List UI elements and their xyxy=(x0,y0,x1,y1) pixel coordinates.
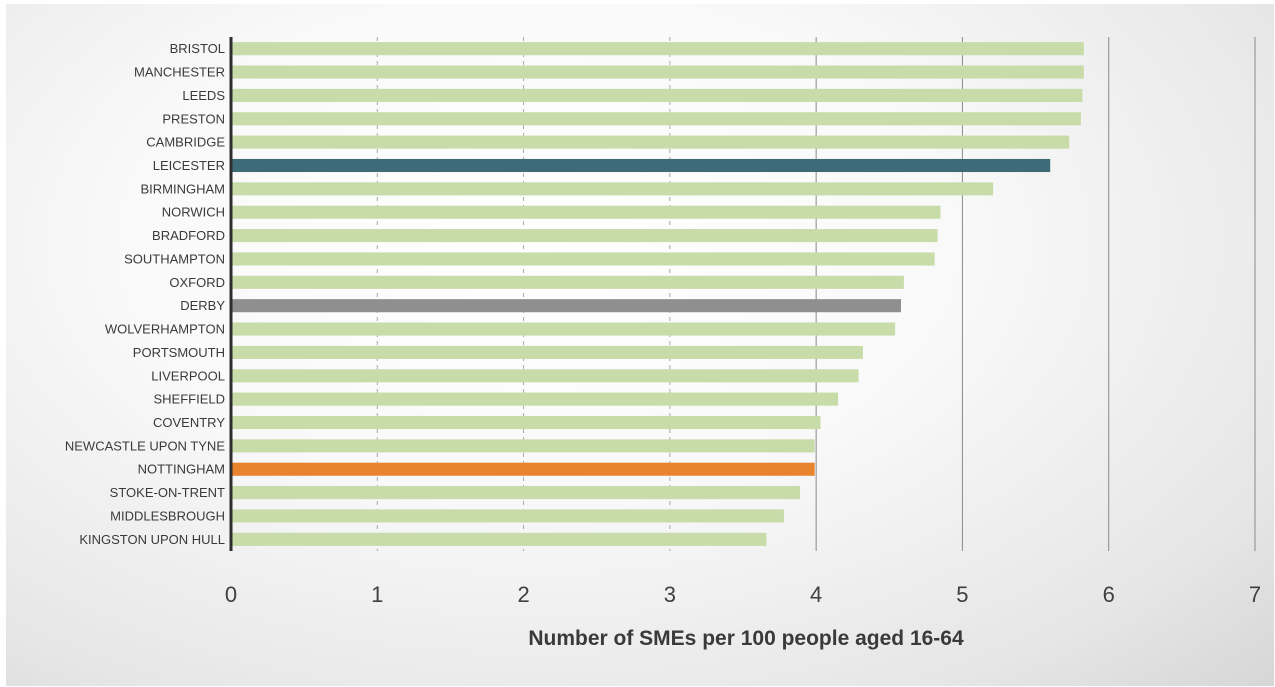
category-label-coventry: COVENTRY xyxy=(153,415,225,430)
x-tick-label-3: 3 xyxy=(664,582,676,607)
x-axis-title: Number of SMEs per 100 people aged 16-64 xyxy=(528,627,964,650)
x-tick-label-1: 1 xyxy=(371,582,383,607)
category-label-stoke-on-trent: STOKE-ON-TRENT xyxy=(110,485,225,500)
category-label-nottingham: NOTTINGHAM xyxy=(138,462,225,477)
bar-leeds[interactable] xyxy=(231,88,1083,102)
chart-frame: BRISTOL MANCHESTER LEEDS PRESTON CAMBRIDGE LE… xyxy=(6,4,1274,686)
bar-norwich[interactable] xyxy=(231,205,941,219)
category-label-leeds: LEEDS xyxy=(182,88,225,103)
bar-birmingham[interactable] xyxy=(231,182,994,196)
category-label-bradford: BRADFORD xyxy=(152,228,225,243)
category-label-preston: PRESTON xyxy=(162,111,225,126)
bar-nottingham[interactable] xyxy=(231,462,815,476)
category-label-liverpool: LIVERPOOL xyxy=(151,368,225,383)
category-label-wolverhampton: WOLVERHAMPTON xyxy=(105,322,225,337)
bar-middlesbrough[interactable] xyxy=(231,509,784,523)
bar-newcastle-upon-tyne[interactable] xyxy=(231,439,815,453)
category-label-oxford: OXFORD xyxy=(169,275,225,290)
bar-southampton[interactable] xyxy=(231,252,935,266)
bar-bradford[interactable] xyxy=(231,229,938,243)
category-label-sheffield: SHEFFIELD xyxy=(153,392,225,407)
bar-oxford[interactable] xyxy=(231,275,904,289)
category-label-leicester: LEICESTER xyxy=(153,158,225,173)
bar-portsmouth[interactable] xyxy=(231,345,863,359)
bar-manchester[interactable] xyxy=(231,65,1084,79)
x-tick-label-2: 2 xyxy=(517,582,529,607)
category-label-portsmouth: PORTSMOUTH xyxy=(133,345,225,360)
bar-stoke-on-trent[interactable] xyxy=(231,486,801,500)
category-label-norwich: NORWICH xyxy=(162,205,225,220)
category-label-manchester: MANCHESTER xyxy=(134,65,225,80)
bar-cambridge[interactable] xyxy=(231,135,1070,149)
category-label-cambridge: CAMBRIDGE xyxy=(146,135,225,150)
x-tick-label-4: 4 xyxy=(810,582,822,607)
bar-coventry[interactable] xyxy=(231,415,821,430)
bar-liverpool[interactable] xyxy=(231,369,859,383)
x-tick-label-6: 6 xyxy=(1103,582,1115,607)
category-label-southampton: SOUTHAMPTON xyxy=(124,251,225,266)
bar-derby[interactable] xyxy=(231,299,901,313)
bar-preston[interactable] xyxy=(231,112,1081,126)
bar-bristol[interactable] xyxy=(231,42,1084,56)
sme-bar-chart: BRISTOL MANCHESTER LEEDS PRESTON CAMBRIDGE LE… xyxy=(65,37,1261,650)
category-label-middlesbrough: MIDDLESBROUGH xyxy=(110,508,225,523)
category-label-birmingham: BIRMINGHAM xyxy=(141,181,226,196)
bar-sheffield[interactable] xyxy=(231,392,839,406)
bar-leicester[interactable] xyxy=(231,158,1051,173)
bar-wolverhampton[interactable] xyxy=(231,322,896,336)
category-label-newcastle-upon-tyne: NEWCASTLE UPON TYNE xyxy=(65,438,225,453)
category-label-derby: DERBY xyxy=(180,298,225,313)
category-label-bristol: BRISTOL xyxy=(170,41,225,56)
x-tick-label-7: 7 xyxy=(1249,582,1261,607)
category-label-kingston-upon-hull: KINGSTON UPON HULL xyxy=(79,532,225,547)
bar-kingston-upon-hull[interactable] xyxy=(231,532,767,546)
x-tick-label-5: 5 xyxy=(956,582,968,607)
x-tick-label-0: 0 xyxy=(225,582,237,607)
